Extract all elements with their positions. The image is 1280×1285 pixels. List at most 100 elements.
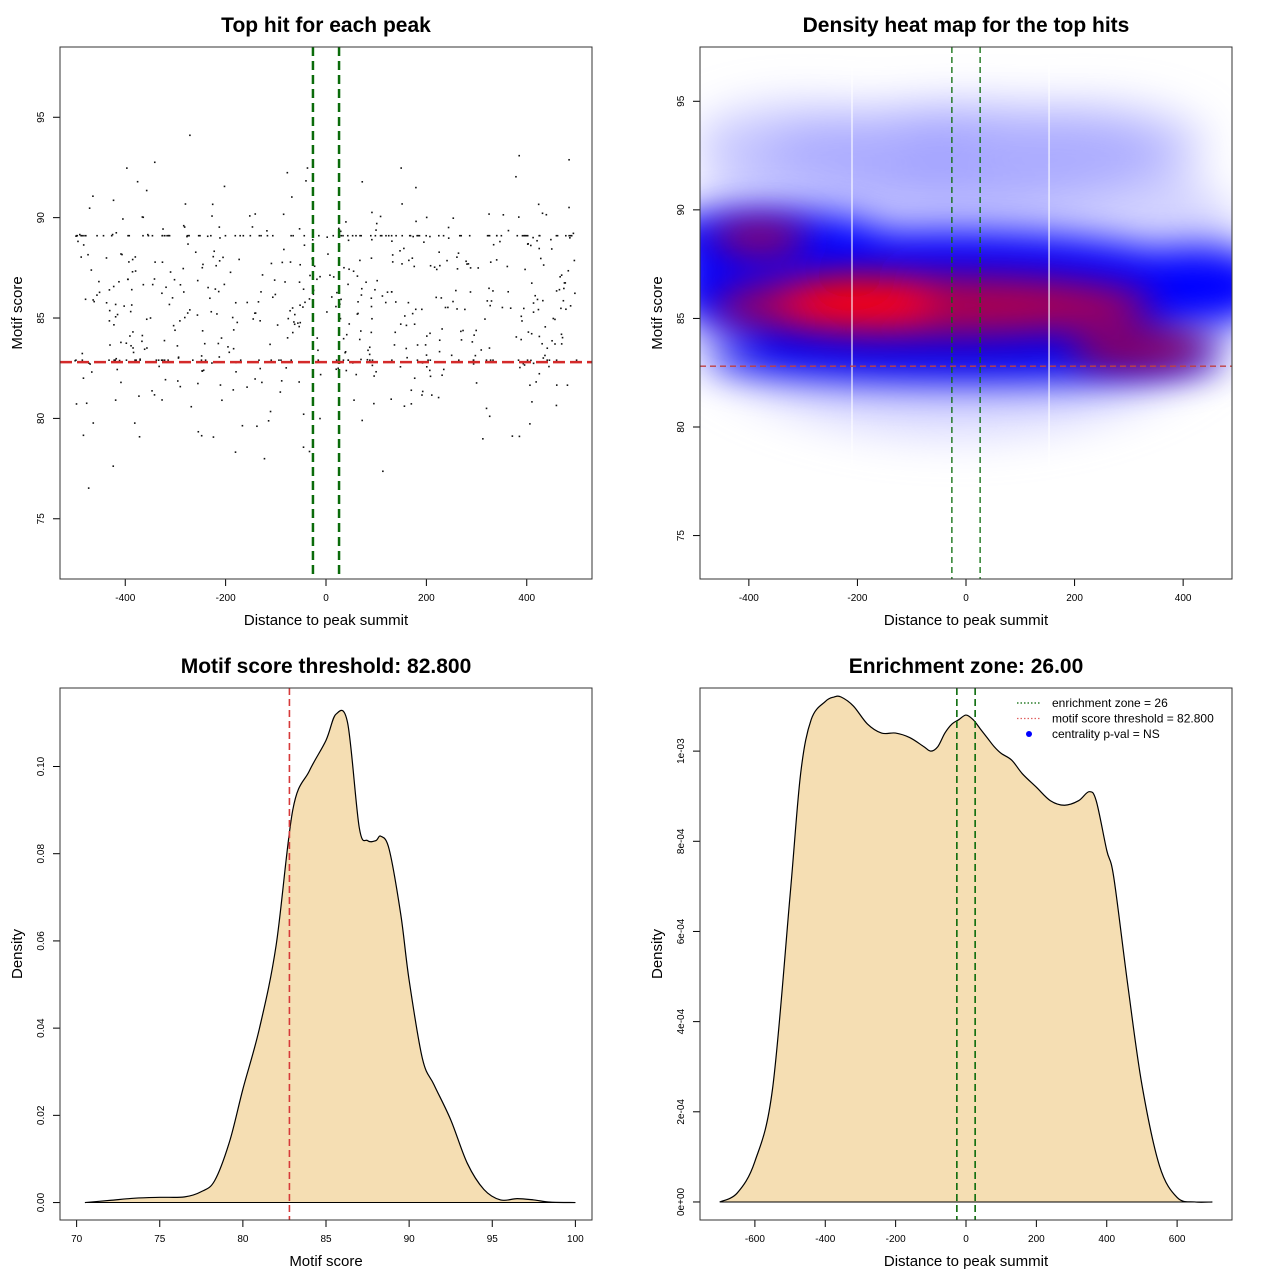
scatter-point [458, 359, 460, 361]
scatter-point [569, 234, 572, 237]
scatter-point [186, 235, 188, 238]
x-axis-label: Distance to peak summit [884, 1253, 1049, 1270]
scatter-point [401, 263, 403, 265]
scatter-point [298, 281, 301, 283]
x-tick-label: 0 [323, 593, 329, 604]
scatter-point [568, 206, 570, 209]
x-tick-label: -400 [815, 1234, 835, 1245]
y-tick-label: 0.00 [36, 1192, 47, 1212]
scatter-point [81, 234, 83, 237]
scatter-point [427, 359, 429, 361]
scatter-point [90, 371, 93, 373]
scatter-point [365, 281, 367, 284]
x-tick-label: 75 [154, 1234, 166, 1245]
scatter-point [319, 373, 322, 376]
scatter-point [440, 297, 443, 299]
scatter-point [441, 374, 443, 377]
scatter-point [418, 234, 421, 237]
scatter-point [223, 185, 226, 188]
scatter-point [332, 234, 335, 237]
y-axis: 75 80 85 90 95 [676, 95, 700, 541]
scatter-point [82, 434, 85, 437]
scatter-point [487, 234, 490, 237]
scatter-point [390, 234, 393, 237]
scatter-point [502, 214, 505, 216]
scatter-point [353, 399, 355, 401]
scatter-point [299, 321, 302, 324]
scatter-point [340, 234, 343, 237]
scatter-point [131, 258, 134, 261]
x-axis-label: Distance to peak summit [244, 612, 409, 629]
scatter-point [308, 450, 311, 453]
scatter-point [482, 438, 484, 440]
scatter-point [241, 424, 244, 427]
scatter-point [163, 234, 166, 237]
density-peak [1069, 330, 1210, 367]
scatter-point [344, 350, 347, 353]
y-tick-label: 75 [676, 530, 687, 542]
scatter-point [102, 234, 105, 237]
scatter-point [108, 289, 111, 291]
x-tick-label: 400 [518, 593, 535, 604]
x-tick-label: -200 [886, 1234, 906, 1245]
scatter-point [110, 234, 113, 237]
scatter-point [220, 337, 223, 339]
scatter-point [197, 382, 199, 385]
scatter-point [348, 268, 350, 271]
scatter-point [344, 351, 346, 354]
scatter-point [360, 294, 363, 296]
scatter-point [465, 260, 467, 263]
scatter-point [570, 234, 573, 237]
scatter-point [257, 301, 260, 303]
panel-title: Density heat map for the top hits [803, 14, 1130, 37]
scatter-point [114, 399, 117, 401]
x-tick-label: -400 [739, 593, 759, 604]
scatter-point [530, 244, 532, 247]
scatter-point [488, 234, 491, 237]
scatter-point [394, 331, 397, 334]
scatter-point [112, 199, 115, 202]
scatter-point [520, 315, 523, 318]
scatter-point [231, 316, 234, 319]
scatter-point [469, 291, 472, 293]
scatter-point [384, 301, 387, 304]
legend-label: motif score threshold = 82.800 [1052, 712, 1214, 726]
scatter-point [347, 283, 349, 286]
scatter-point [169, 271, 172, 273]
scatter-point [287, 317, 290, 320]
scatter-point [530, 359, 532, 362]
scatter-point [276, 324, 279, 326]
scatter-point [457, 252, 460, 254]
density-area [719, 696, 1213, 1203]
scatter-point [179, 385, 182, 388]
scatter-point [290, 359, 293, 361]
scatter-point [219, 384, 222, 386]
x-axis-label: Distance to peak summit [884, 612, 1049, 629]
scatter-point [484, 318, 486, 320]
scatter-point [267, 420, 270, 422]
scatter-point [81, 352, 84, 355]
scatter-point [168, 303, 171, 306]
scatter-point [391, 359, 393, 361]
scatter-point [186, 234, 189, 237]
scatter-point [222, 256, 224, 259]
scatter-point [560, 343, 563, 345]
scatter-point [535, 381, 537, 383]
scatter-point [132, 351, 135, 354]
scatter-point [520, 338, 522, 341]
scatter-point [399, 323, 402, 325]
scatter-point [118, 359, 121, 362]
scatter-point [105, 301, 108, 304]
scatter-point [281, 261, 284, 264]
scatter-point [455, 289, 457, 292]
scatter-point [218, 260, 221, 262]
scatter-point [485, 407, 488, 410]
scatter-point [495, 259, 498, 261]
scatter-point [130, 288, 133, 291]
scatter-point [266, 230, 268, 232]
scatter-point [450, 354, 453, 357]
scatter-point [151, 234, 154, 237]
scatter-point [565, 308, 567, 311]
scatter-point [560, 333, 563, 336]
